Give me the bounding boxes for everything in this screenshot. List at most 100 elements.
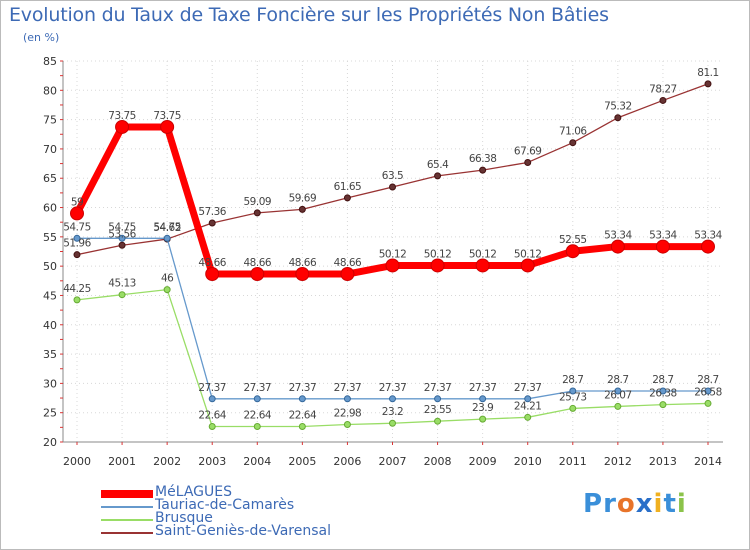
data-point	[569, 404, 577, 412]
data-label: 27.37	[244, 382, 272, 394]
data-label: 81.1	[697, 67, 718, 79]
data-label: 54.75	[108, 221, 136, 233]
x-tick-label: 2000	[63, 455, 91, 468]
data-point	[253, 209, 261, 217]
data-point	[160, 119, 175, 134]
data-point	[659, 96, 667, 104]
data-label: 28.7	[562, 374, 583, 386]
x-tick-label: 2014	[694, 455, 722, 468]
data-point	[479, 415, 487, 423]
data-point	[73, 234, 81, 242]
data-point	[343, 395, 351, 403]
data-point	[208, 219, 216, 227]
data-point	[434, 172, 442, 180]
data-point	[524, 158, 532, 166]
data-label: 27.37	[424, 382, 452, 394]
data-point	[253, 395, 261, 403]
data-point	[434, 395, 442, 403]
data-label: 65.4	[427, 159, 449, 171]
data-point	[565, 244, 580, 259]
data-point	[610, 239, 625, 254]
legend-label: MéLAGUES	[155, 484, 232, 500]
logo-letter: o	[616, 489, 636, 519]
data-label: 73.75	[153, 110, 181, 122]
data-label: 46	[161, 273, 174, 285]
legend-label: Brusque	[155, 510, 213, 526]
x-tick-label: 2004	[243, 455, 271, 468]
x-tick-label: 2002	[153, 455, 181, 468]
axes	[60, 60, 723, 445]
data-label: 50.12	[424, 248, 452, 260]
y-tick-label: 60	[43, 202, 57, 215]
data-label: 22.64	[289, 410, 317, 422]
data-label: 48.66	[198, 257, 226, 269]
x-tick-label: 2012	[604, 455, 632, 468]
x-tick-label: 2006	[333, 455, 361, 468]
data-label: 44.25	[63, 283, 91, 295]
data-point	[659, 387, 667, 395]
data-point	[520, 258, 535, 273]
data-label: 59	[71, 196, 83, 208]
data-label: 48.66	[334, 257, 362, 269]
legend-swatch	[101, 490, 153, 498]
logo-letter: P	[583, 489, 604, 519]
y-tick-label: 85	[43, 55, 57, 68]
data-label: 22.64	[244, 410, 272, 422]
y-tick-label: 45	[43, 289, 57, 302]
data-label: 50.12	[469, 248, 497, 260]
logo-letter: i	[653, 489, 664, 519]
data-label: 75.32	[604, 101, 632, 113]
legend-swatch	[101, 532, 153, 534]
data-point	[389, 419, 396, 427]
x-tick-label: 2001	[108, 455, 136, 468]
data-label: 26.38	[649, 388, 677, 400]
data-label: 28.7	[652, 374, 673, 386]
y-tick-labels: 20 25 30 35 40 45 50 55 60 65 70 75 80 85	[43, 55, 57, 449]
data-point	[343, 421, 351, 429]
data-point	[569, 387, 577, 395]
data-point	[614, 114, 622, 122]
data-label: 45.13	[108, 278, 136, 290]
data-point	[163, 234, 171, 242]
y-tick-label: 25	[43, 407, 57, 420]
proxiti-logo: Proxiti	[583, 489, 687, 519]
logo-letter: i	[676, 489, 687, 519]
data-label: 23.2	[382, 406, 403, 418]
y-tick-label: 70	[43, 143, 57, 156]
data-label: 27.37	[289, 382, 317, 394]
data-label: 28.7	[697, 374, 718, 386]
data-labels: 59 73.75 73.75 48.66 48.66 48.66 48.66 50.12 50.…	[63, 67, 723, 422]
data-point	[385, 258, 400, 273]
data-label: 53.34	[604, 230, 632, 242]
data-point	[475, 258, 490, 273]
data-label: 78.27	[649, 83, 677, 95]
data-point	[614, 402, 622, 410]
data-label: 53.34	[649, 230, 677, 242]
x-tick-label: 2010	[514, 455, 542, 468]
legend-swatch	[101, 519, 153, 521]
data-point	[118, 291, 126, 299]
y-tick-label: 30	[43, 377, 57, 390]
data-label: 61.65	[334, 181, 362, 193]
y-tick-label: 55	[43, 231, 57, 244]
data-label: 53.34	[694, 230, 722, 242]
data-point	[479, 166, 487, 174]
y-tick-label: 80	[43, 84, 57, 97]
data-point	[295, 267, 310, 282]
y-tick-label: 75	[43, 114, 57, 127]
data-point	[389, 395, 396, 403]
data-point	[704, 80, 712, 88]
data-label: 63.5	[382, 170, 403, 182]
data-point	[701, 239, 715, 254]
x-tick-label: 2005	[288, 455, 316, 468]
data-label: 27.37	[198, 382, 226, 394]
x-tick-labels: 2000 2001 2002 2003 2004 2005 2006 2007 2008 2009…	[63, 455, 722, 468]
x-tick-label: 2008	[424, 455, 452, 468]
data-point	[659, 401, 667, 409]
data-label: 57.36	[198, 206, 226, 218]
data-label: 27.37	[469, 382, 497, 394]
data-point	[118, 234, 126, 242]
x-tick-label: 2009	[469, 455, 497, 468]
data-point	[208, 395, 216, 403]
